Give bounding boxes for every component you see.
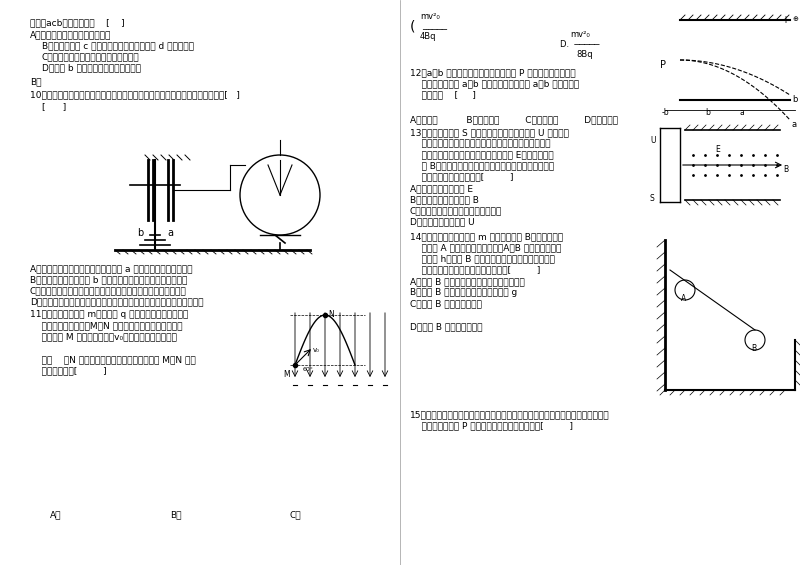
Text: 60°: 60° (303, 367, 314, 372)
Text: b: b (705, 108, 710, 117)
Text: C．: C． (290, 510, 302, 519)
Text: 10．研究与平行板电容器电容有关因素的实验装置如图所示。下列说法正确的是[   ]: 10．研究与平行板电容器电容有关因素的实验装置如图所示。下列说法正确的是[ ] (30, 90, 240, 99)
Text: 间的电势差为[         ]: 间的电势差为[ ] (30, 366, 106, 375)
Text: A．适当减小电场强度 E: A．适当减小电场强度 E (410, 184, 473, 193)
Text: -b: -b (662, 108, 670, 117)
Text: A．: A． (50, 510, 62, 519)
Text: A: A (681, 294, 686, 303)
Text: B．: B． (170, 510, 182, 519)
Text: B．小球 B 在细绳剪断瞬间加速度大于 g: B．小球 B 在细绳剪断瞬间加速度大于 g (410, 288, 518, 297)
Text: U: U (650, 136, 655, 145)
Text: 15．示波管是示波器的核心部件，它由电子枪、偏转电极和荧光屏组成，如图所示: 15．示波管是示波器的核心部件，它由电子枪、偏转电极和荧光屏组成，如图所示 (410, 410, 610, 419)
Text: +: + (781, 15, 789, 25)
Text: [      ]: [ ] (42, 102, 66, 111)
Text: 物理量是    [     ]: 物理量是 [ ] (410, 90, 476, 99)
Text: 该粒子在 M 点的速度大小为v₀，方向与水平方向的夹: 该粒子在 M 点的速度大小为v₀，方向与水平方向的夹 (30, 332, 177, 341)
Text: C．实验中，只在极板间插入有机玻璃板，静电计指针的张角变大: C．实验中，只在极板间插入有机玻璃板，静电计指针的张角变大 (30, 286, 186, 295)
Text: M: M (283, 370, 290, 379)
Text: b: b (792, 95, 798, 104)
Text: S: S (650, 194, 654, 203)
Text: B．实验中，只将电容器 b 板向上平移，静电计指针的张角变小: B．实验中，只将电容器 b 板向上平移，静电计指针的张角变小 (30, 275, 187, 284)
Text: (: ( (410, 19, 415, 33)
Text: D．小球 B 落地的速度等于: D．小球 B 落地的速度等于 (410, 322, 482, 331)
Text: 13．如图所示，从 S 处发出的热电子经加速电压 U 加速后垂: 13．如图所示，从 S 处发出的热电子经加速电压 U 加速后垂 (410, 128, 569, 137)
Text: mv²₀: mv²₀ (420, 12, 440, 21)
Text: b: b (137, 228, 143, 238)
Text: B．甲粒子经过 c 点时的速度大于乙粒子经过 d 点时的速度: B．甲粒子经过 c 点时的速度大于乙粒子经过 d 点时的速度 (42, 41, 194, 50)
Text: 如果在荧光屏上 P 点出现亮斑，那么示波管中的[         ]: 如果在荧光屏上 P 点出现亮斑，那么示波管中的[ ] (410, 421, 573, 430)
Text: v₀: v₀ (313, 347, 320, 353)
Text: 14．用细绳拴一个质量为 m 带正电的小球 B，另一也带正: 14．用细绳拴一个质量为 m 带正电的小球 B，另一也带正 (410, 232, 563, 241)
Text: 动轨迹如图。若 a、b 的偏转时间相同，则 a、b 一定相同的: 动轨迹如图。若 a、b 的偏转时间相同，则 a、b 一定相同的 (410, 79, 579, 88)
Text: 的均强电场中运动，M、N 为其运动轨迹上的两点，已知: 的均强电场中运动，M、N 为其运动轨迹上的两点，已知 (30, 321, 182, 330)
Text: a: a (740, 108, 745, 117)
Text: D．实验中，只增加极板带电量，静电计指针的张角变大，表明电容增大: D．实验中，只增加极板带电量，静电计指针的张角变大，表明电容增大 (30, 297, 203, 306)
Text: B．: B． (30, 77, 42, 86)
Text: B: B (783, 165, 788, 174)
Text: 12．a、b 两离子从平行板电容器两板间 P 处垂直电场入射，运: 12．a、b 两离子从平行板电容器两板间 P 处垂直电场入射，运 (410, 68, 576, 77)
Text: A．小球 B 在细绳剪断瞬间起开始做平抛运动: A．小球 B 在细绳剪断瞬间起开始做平抛运动 (410, 277, 525, 286)
Text: 止不动，如图所示。现将细绳剪断后[         ]: 止不动，如图所示。现将细绳剪断后[ ] (410, 265, 540, 274)
Text: A．两粒子所带的电荷为同种电荷: A．两粒子所带的电荷为同种电荷 (30, 30, 111, 39)
Text: B: B (751, 344, 756, 353)
Text: 11．如图，一质量为 m、电量为 q 的带正电粒子在竖直向下: 11．如图，一质量为 m、电量为 q 的带正电粒子在竖直向下 (30, 310, 188, 319)
Text: a: a (167, 228, 173, 238)
Text: C．两个粒子的电势能都是先减小后增大: C．两个粒子的电势能都是先减小后增大 (42, 52, 140, 61)
Text: ⊕: ⊕ (792, 16, 798, 22)
Text: 直进入相互垂直的均强电场和均强磁场中，发现电子面: 直进入相互垂直的均强电场和均强磁场中，发现电子面 (410, 139, 550, 148)
Text: 下列措施，其中可行的是[         ]: 下列措施，其中可行的是[ ] (410, 172, 514, 181)
Text: E: E (715, 145, 720, 154)
Text: 曲线、acb曲线运动。则    [    ]: 曲线、acb曲线运动。则 [ ] (30, 18, 125, 27)
Text: 电小球 A 固定在绝缘竖直墙上，A、B 两球与地面的高: 电小球 A 固定在绝缘竖直墙上，A、B 两球与地面的高 (410, 243, 562, 252)
Text: 角为    ，N 点为轨迹的最高点，不计重力，则 M、N 两点: 角为 ，N 点为轨迹的最高点，不计重力，则 M、N 两点 (30, 355, 196, 364)
Text: 4Bq: 4Bq (420, 32, 437, 41)
Text: N: N (328, 310, 334, 319)
Text: C．小球 B 落地的时间大于: C．小球 B 落地的时间大于 (410, 299, 482, 308)
Text: 度均为 h，小球 B 在重力、拉力和库合力的作用下静: 度均为 h，小球 B 在重力、拉力和库合力的作用下静 (410, 254, 555, 263)
Text: ─────: ───── (422, 24, 447, 33)
Text: D．适当减小加速电压 U: D．适当减小加速电压 U (410, 217, 474, 226)
Text: 8Bq: 8Bq (576, 50, 593, 59)
Text: 向上极板偏转，设两极板间电场强度为 E，磁感应强度: 向上极板偏转，设两极板间电场强度为 E，磁感应强度 (410, 150, 554, 159)
Text: P: P (660, 60, 666, 70)
Text: a: a (792, 120, 797, 129)
Text: mv²₀: mv²₀ (570, 30, 590, 39)
Text: D.  ─────: D. ───── (560, 40, 599, 49)
Text: 为 B，欲使电子沿直线从电场和磁场区域通过，只采取: 为 B，欲使电子沿直线从电场和磁场区域通过，只采取 (410, 161, 554, 170)
Text: C．适当增大加速电场极板之间的距离: C．适当增大加速电场极板之间的距离 (410, 206, 502, 215)
Text: A．实验前，只用带电玻璃棒与电容器 a 板接触，能使电容器带电: A．实验前，只用带电玻璃棒与电容器 a 板接触，能使电容器带电 (30, 264, 193, 273)
Text: D．经过 b 点时，两粒子的电势能相等: D．经过 b 点时，两粒子的电势能相等 (42, 63, 141, 72)
Text: B．适当减小磁感应强度 B: B．适当减小磁感应强度 B (410, 195, 479, 204)
Text: A．荷质比          B．入射速度         C．入射动能         D．入射动量: A．荷质比 B．入射速度 C．入射动能 D．入射动量 (410, 115, 618, 124)
